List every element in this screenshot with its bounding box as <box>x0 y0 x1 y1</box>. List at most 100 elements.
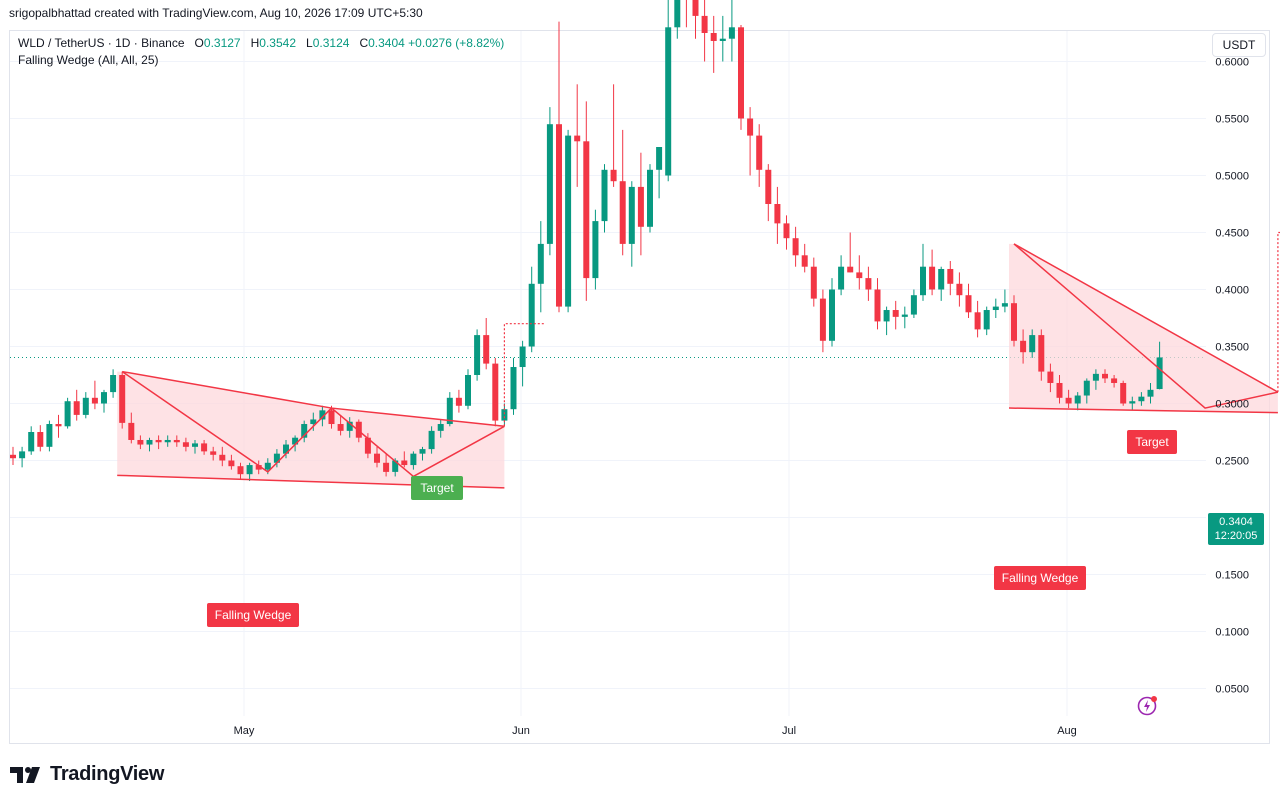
candles <box>10 0 1163 482</box>
candle-body-down <box>37 432 44 447</box>
candle-body-up <box>1138 396 1145 402</box>
y-tick-label: 0.5500 <box>1215 114 1249 126</box>
candle-body-up <box>838 266 845 290</box>
axes: 0.0500 0.1000 0.1500 0.2500 0.3000 0.3500 0.40… <box>234 57 1249 738</box>
candle-body-up <box>46 424 53 447</box>
candle-body-up <box>428 430 435 450</box>
candle-body-up <box>674 0 681 28</box>
y-tick-label: 0.3500 <box>1215 342 1249 354</box>
candle-body-down <box>73 401 80 415</box>
open-value: 0.3127 <box>203 36 241 50</box>
candle-body-up <box>992 306 999 311</box>
candle-body-up <box>28 432 35 452</box>
candle-body-up <box>410 453 417 466</box>
candle-body-up <box>519 346 526 368</box>
candle-body-up <box>665 27 672 176</box>
candle-body-down <box>1102 373 1108 379</box>
candle-body-up <box>319 410 326 420</box>
bar-countdown: 12:20:05 <box>1214 530 1258 542</box>
candle-body-up <box>1083 380 1090 396</box>
candle-body-up <box>656 147 663 170</box>
currency-button[interactable]: USDT <box>1212 33 1266 57</box>
candle-body-up <box>19 451 26 459</box>
target-label-1: Target <box>411 476 463 500</box>
candle-body-down <box>810 266 817 299</box>
footer-brand[interactable]: TradingView <box>10 763 164 786</box>
candle-body-down <box>128 422 135 440</box>
candle-body-up <box>1092 373 1099 381</box>
low-value: 0.3124 <box>312 36 350 50</box>
alert-bolt-icon[interactable] <box>1137 694 1159 716</box>
candle-body-down <box>55 424 62 427</box>
candle-body-down <box>1020 340 1027 353</box>
candle-body-up <box>419 449 426 454</box>
target-line <box>1277 231 1280 393</box>
y-tick-label: 0.1500 <box>1215 570 1249 582</box>
candle-body-down <box>328 410 335 425</box>
low-label: L <box>306 36 313 50</box>
last-price-badge: 0.3404 12:20:05 <box>1208 513 1264 545</box>
candle-body-up <box>164 439 171 443</box>
candle-body-up <box>728 27 735 39</box>
candle-body-down <box>874 289 881 322</box>
last-price-value: 0.3404 <box>1219 516 1253 528</box>
candle-body-up <box>537 243 544 284</box>
candle-body-down <box>756 135 763 170</box>
candle-body-down <box>401 460 408 466</box>
candle-body-down <box>583 141 590 279</box>
tradingview-logo-icon <box>10 766 40 783</box>
candle-body-up <box>64 401 71 427</box>
candle-body-down <box>483 335 490 364</box>
candle-body-up <box>437 424 444 431</box>
open-label: O <box>194 36 204 50</box>
candle-body-down <box>865 278 872 290</box>
candle-body-down <box>210 451 217 455</box>
candle-body-up <box>883 310 890 322</box>
wedge-upper-line <box>1013 243 1279 393</box>
candle-body-down <box>929 266 936 290</box>
candle-body-down <box>619 181 626 244</box>
y-tick-label: 0.1000 <box>1215 627 1249 639</box>
indicator-label[interactable]: Falling Wedge (All, All, 25) <box>18 53 159 67</box>
candle-body-down <box>492 363 499 421</box>
candle-body-up <box>301 424 308 438</box>
x-tick-label: May <box>234 725 255 737</box>
candle-body-down <box>765 169 772 204</box>
candle-body-down <box>155 439 162 443</box>
candle-body-down <box>783 223 790 239</box>
brand-name: TradingView <box>50 763 165 785</box>
high-label: H <box>250 36 260 50</box>
y-tick-label: 0.4500 <box>1215 228 1249 240</box>
candle-body-down <box>237 466 244 475</box>
wedge-label-1: Falling Wedge <box>207 603 299 627</box>
candle-body-down <box>219 454 226 461</box>
candle-body-down <box>173 439 180 443</box>
candle-body-down <box>119 375 126 423</box>
candle-body-up <box>829 289 835 341</box>
candle-body-up <box>465 375 471 406</box>
symbol-label[interactable]: WLD / TetherUS · 1D · Binance <box>18 36 185 50</box>
candle-body-down <box>701 15 708 33</box>
candle-body-down <box>692 0 699 16</box>
candle-body-down <box>892 310 899 317</box>
candle-body-down <box>974 312 981 330</box>
candle-body-up <box>1129 401 1136 404</box>
y-tick-label: 0.4000 <box>1215 285 1249 297</box>
candle-body-up <box>273 453 280 463</box>
candle-body-up <box>1029 335 1036 353</box>
candle-body-down <box>455 397 462 406</box>
candle-body-down <box>182 442 189 447</box>
candle-body-down <box>364 437 371 454</box>
target-line <box>503 323 545 427</box>
candle-body-up <box>938 268 945 290</box>
candle-body-up <box>565 135 572 307</box>
candle-body-up <box>647 169 653 227</box>
candle-body-up <box>292 437 299 445</box>
candle-body-up <box>628 186 635 244</box>
candle-body-down <box>774 204 781 224</box>
x-tick-label: Jul <box>782 725 796 737</box>
x-tick-label: Aug <box>1057 725 1077 737</box>
candle-body-up <box>310 419 317 425</box>
wedge-zigzag-line <box>121 370 505 478</box>
